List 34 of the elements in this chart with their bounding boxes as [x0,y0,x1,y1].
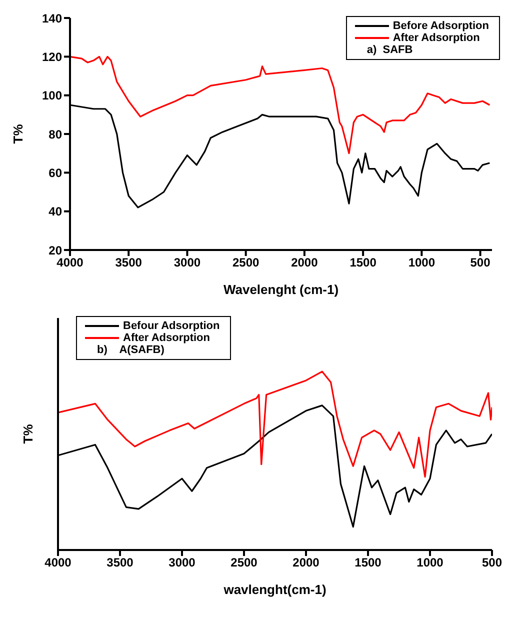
y-tick-label: 60 [48,166,62,180]
text: b) A(SAFB) [96,344,166,356]
annotation: a) SAFB [366,44,414,56]
x-tick-label: 3500 [106,556,134,570]
x-tick-label: 1500 [350,256,377,270]
legend-label: Before Adsorption [392,20,489,32]
x-tick-label: 500 [482,556,502,570]
y-tick-label: 120 [42,50,62,64]
legend-label: After Adsorption [123,332,210,344]
x-tick-label: 2000 [292,556,320,570]
x-tick-label: 1000 [408,256,436,270]
x-tick-label: 4000 [56,256,84,270]
x-tick-label: 3000 [168,556,196,570]
x-tick-label: 1000 [416,556,444,570]
x-axis-title: Wavelenght (cm-1) [223,282,339,297]
legend-label: After Adsorption [392,32,480,44]
x-tick-label: 3500 [115,256,142,270]
y-tick-label: 20 [48,243,62,258]
x-tick-label: 2500 [230,556,258,570]
x-tick-label: 2000 [291,256,318,270]
line-series [70,56,490,154]
x-tick-label: 3000 [174,256,201,270]
y-tick-label: 140 [42,11,62,26]
y-axis-title: T% [10,124,26,144]
x-tick-label: 2500 [232,256,260,270]
legend-label: Befour Adsorption [123,320,220,332]
x-axis-title: wavlenght(cm-1) [222,582,326,597]
x-tick-label: 1500 [354,556,382,570]
x-tick-label: 500 [470,256,491,270]
y-tick-label: 80 [48,127,62,142]
x-tick-label: 4000 [44,556,72,570]
y-axis-title: T% [20,424,36,444]
y-tick-label: 100 [42,88,62,103]
y-tick-label: 40 [48,204,62,219]
